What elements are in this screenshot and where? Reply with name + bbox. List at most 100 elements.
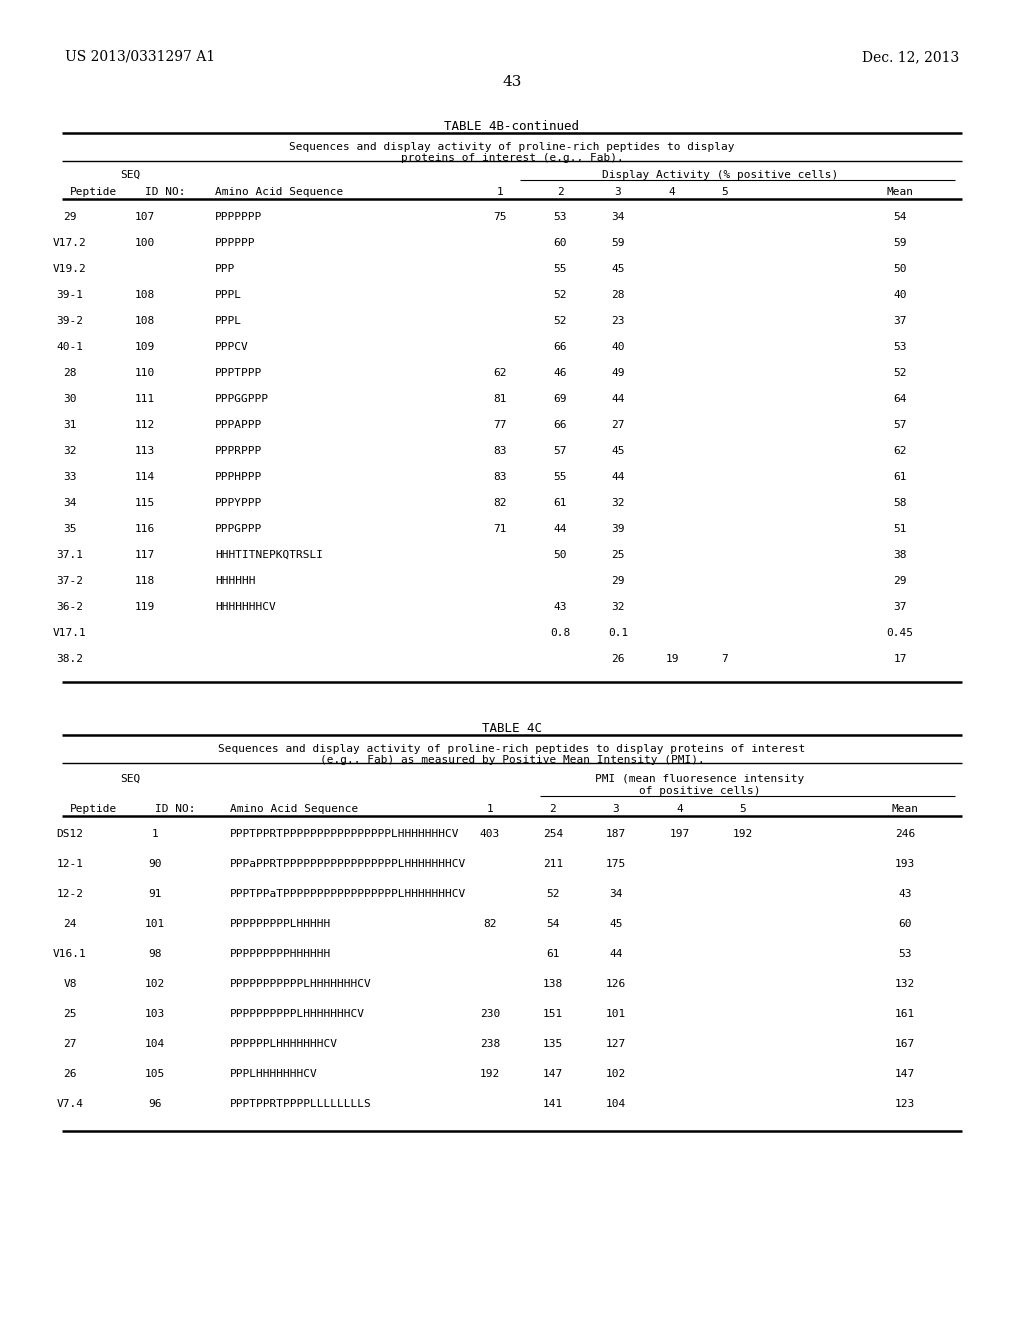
Text: 193: 193	[895, 859, 915, 869]
Text: 52: 52	[553, 290, 566, 300]
Text: 69: 69	[553, 393, 566, 404]
Text: 62: 62	[494, 368, 507, 378]
Text: ID NO:: ID NO:	[145, 187, 185, 197]
Text: PMI (mean fluoresence intensity: PMI (mean fluoresence intensity	[595, 774, 805, 784]
Text: 34: 34	[611, 213, 625, 222]
Text: 44: 44	[609, 949, 623, 960]
Text: PPPPPPPPPLHHHHH: PPPPPPPPPLHHHHH	[230, 919, 331, 929]
Text: 23: 23	[611, 315, 625, 326]
Text: 102: 102	[606, 1069, 626, 1078]
Text: PPPLHHHHHHHCV: PPPLHHHHHHHCV	[230, 1069, 317, 1078]
Text: 114: 114	[135, 473, 155, 482]
Text: 112: 112	[135, 420, 155, 430]
Text: PPPRPPP: PPPRPPP	[215, 446, 262, 455]
Text: 96: 96	[148, 1100, 162, 1109]
Text: 82: 82	[494, 498, 507, 508]
Text: PPPHPPP: PPPHPPP	[215, 473, 262, 482]
Text: 38: 38	[893, 550, 906, 560]
Text: 45: 45	[609, 919, 623, 929]
Text: 29: 29	[63, 213, 77, 222]
Text: 59: 59	[611, 238, 625, 248]
Text: 61: 61	[546, 949, 560, 960]
Text: 147: 147	[895, 1069, 915, 1078]
Text: 104: 104	[144, 1039, 165, 1049]
Text: 25: 25	[611, 550, 625, 560]
Text: 246: 246	[895, 829, 915, 840]
Text: 62: 62	[893, 446, 906, 455]
Text: 32: 32	[63, 446, 77, 455]
Text: 138: 138	[543, 979, 563, 989]
Text: 81: 81	[494, 393, 507, 404]
Text: PPPGPPP: PPPGPPP	[215, 524, 262, 535]
Text: 64: 64	[893, 393, 906, 404]
Text: 55: 55	[553, 264, 566, 275]
Text: 105: 105	[144, 1069, 165, 1078]
Text: 17: 17	[893, 653, 906, 664]
Text: 127: 127	[606, 1039, 626, 1049]
Text: V17.2: V17.2	[53, 238, 87, 248]
Text: 30: 30	[63, 393, 77, 404]
Text: 50: 50	[893, 264, 906, 275]
Text: 77: 77	[494, 420, 507, 430]
Text: 39: 39	[611, 524, 625, 535]
Text: Display Activity (% positive cells): Display Activity (% positive cells)	[602, 170, 838, 180]
Text: 75: 75	[494, 213, 507, 222]
Text: V8: V8	[63, 979, 77, 989]
Text: 98: 98	[148, 949, 162, 960]
Text: 29: 29	[611, 576, 625, 586]
Text: 2: 2	[557, 187, 563, 197]
Text: 44: 44	[611, 393, 625, 404]
Text: PPP: PPP	[215, 264, 236, 275]
Text: Sequences and display activity of proline-rich peptides to display proteins of i: Sequences and display activity of prolin…	[218, 744, 806, 754]
Text: 1: 1	[152, 829, 159, 840]
Text: 4: 4	[677, 804, 683, 814]
Text: PPPTPPRTPPPPLLLLLLLLS: PPPTPPRTPPPPLLLLLLLLS	[230, 1100, 372, 1109]
Text: 51: 51	[893, 524, 906, 535]
Text: 66: 66	[553, 420, 566, 430]
Text: Mean: Mean	[887, 187, 913, 197]
Text: 175: 175	[606, 859, 626, 869]
Text: 35: 35	[63, 524, 77, 535]
Text: 57: 57	[553, 446, 566, 455]
Text: Sequences and display activity of proline-rich peptides to display: Sequences and display activity of prolin…	[289, 143, 735, 152]
Text: 3: 3	[614, 187, 622, 197]
Text: 403: 403	[480, 829, 500, 840]
Text: 141: 141	[543, 1100, 563, 1109]
Text: 192: 192	[733, 829, 753, 840]
Text: 126: 126	[606, 979, 626, 989]
Text: V16.1: V16.1	[53, 949, 87, 960]
Text: 1: 1	[497, 187, 504, 197]
Text: 12-1: 12-1	[56, 859, 84, 869]
Text: 66: 66	[553, 342, 566, 352]
Text: PPPPPPPPPHHHHHH: PPPPPPPPPHHHHHH	[230, 949, 331, 960]
Text: 192: 192	[480, 1069, 500, 1078]
Text: 27: 27	[611, 420, 625, 430]
Text: 118: 118	[135, 576, 155, 586]
Text: 230: 230	[480, 1008, 500, 1019]
Text: 39-2: 39-2	[56, 315, 84, 326]
Text: US 2013/0331297 A1: US 2013/0331297 A1	[65, 50, 215, 63]
Text: 58: 58	[893, 498, 906, 508]
Text: 49: 49	[611, 368, 625, 378]
Text: proteins of interest (e.g., Fab).: proteins of interest (e.g., Fab).	[400, 153, 624, 162]
Text: 60: 60	[553, 238, 566, 248]
Text: 44: 44	[611, 473, 625, 482]
Text: SEQ: SEQ	[120, 774, 140, 784]
Text: 83: 83	[494, 473, 507, 482]
Text: SEQ: SEQ	[120, 170, 140, 180]
Text: 52: 52	[546, 888, 560, 899]
Text: 5: 5	[739, 804, 746, 814]
Text: 43: 43	[503, 75, 521, 88]
Text: 37-2: 37-2	[56, 576, 84, 586]
Text: 71: 71	[494, 524, 507, 535]
Text: 52: 52	[553, 315, 566, 326]
Text: 109: 109	[135, 342, 155, 352]
Text: 44: 44	[553, 524, 566, 535]
Text: V19.2: V19.2	[53, 264, 87, 275]
Text: PPPAPPP: PPPAPPP	[215, 420, 262, 430]
Text: 161: 161	[895, 1008, 915, 1019]
Text: PPPPPPLHHHHHHHCV: PPPPPPLHHHHHHHCV	[230, 1039, 338, 1049]
Text: 108: 108	[135, 315, 155, 326]
Text: 123: 123	[895, 1100, 915, 1109]
Text: 50: 50	[553, 550, 566, 560]
